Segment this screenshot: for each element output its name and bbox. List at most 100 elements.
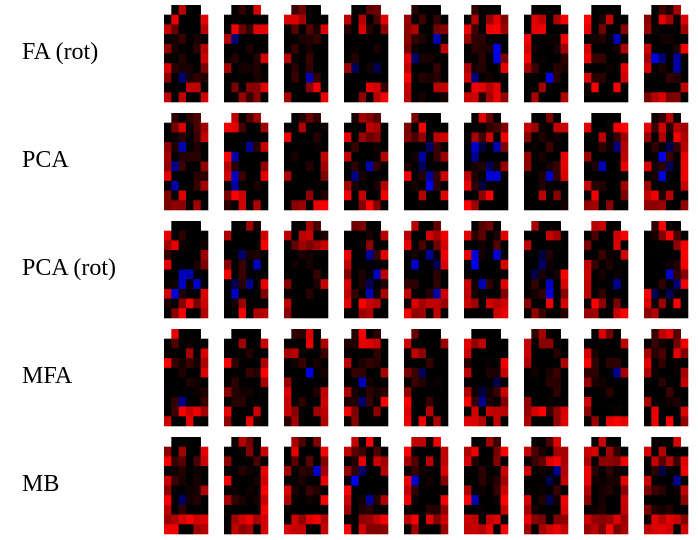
tile-pixel	[591, 269, 599, 280]
tile-pixel	[433, 240, 441, 251]
tile-pixel	[493, 338, 501, 349]
tile-pixel	[291, 53, 299, 64]
tile-pixel	[666, 63, 674, 74]
tile-pixel	[164, 151, 172, 162]
tile-pixel	[186, 240, 194, 251]
tile-pixel	[584, 24, 592, 35]
tile-pixel	[433, 456, 441, 467]
tile-pixel	[666, 377, 674, 388]
tile-pixel	[260, 485, 269, 496]
tile-pixel	[524, 43, 532, 54]
tile-pixel	[658, 151, 667, 162]
tile-pixel	[291, 377, 299, 388]
tile-pixel	[373, 396, 381, 407]
tile-pixel	[418, 446, 427, 457]
tile-pixel	[418, 53, 427, 64]
tile-pixel	[193, 113, 201, 123]
tile-pixel	[666, 221, 674, 231]
tile-pixel	[171, 43, 179, 54]
tile-pixel	[591, 190, 599, 201]
tile-pixel	[651, 34, 659, 45]
tile-pixel	[373, 279, 381, 290]
tile-pixel	[200, 132, 209, 143]
tile-pixel	[373, 495, 381, 506]
tile-pixel	[253, 367, 261, 378]
tile-pixel	[380, 308, 389, 319]
tile-pixel	[464, 269, 472, 280]
tile-pixel	[373, 358, 381, 369]
tile-pixel	[493, 504, 501, 515]
tile-pixel	[291, 348, 299, 359]
tile-pixel	[291, 338, 299, 349]
tile-pixel	[178, 122, 187, 133]
tile-pixel	[584, 504, 592, 515]
tile-pixel	[291, 456, 299, 467]
tile-pixel	[531, 504, 539, 515]
tile-pixel	[186, 24, 194, 35]
tile-pixel	[538, 53, 547, 64]
tile-pixel	[464, 279, 472, 290]
tile-pixel	[538, 63, 547, 74]
tile-pixel	[651, 259, 659, 270]
tile-pixel	[613, 180, 621, 191]
tile-pixel	[306, 329, 314, 339]
tile-pixel	[260, 338, 269, 349]
tile-pixel	[658, 200, 667, 211]
tile-pixel	[200, 358, 209, 369]
tile-pixel	[193, 53, 201, 64]
tile-pixel	[366, 514, 374, 525]
tile-pixel	[246, 230, 254, 241]
tile-pixel	[238, 230, 247, 241]
tile-pixel	[178, 161, 187, 172]
tile-pixel	[658, 82, 667, 93]
tile-pixel	[546, 240, 554, 251]
tile-pixel	[171, 288, 179, 299]
tile-pixel	[538, 161, 547, 172]
tile-pixel	[366, 377, 374, 388]
tile-pixel	[186, 329, 194, 339]
tile-pixel	[464, 63, 472, 74]
tile-pixel	[238, 288, 247, 299]
tile-pixel	[411, 151, 419, 162]
tile-pixel	[613, 171, 621, 182]
tile-pixel	[306, 279, 314, 290]
tile-image	[524, 329, 569, 427]
tile-pixel	[171, 514, 179, 525]
tile-pixel	[404, 396, 412, 407]
tile-pixel	[613, 456, 621, 467]
tile-pixel	[344, 406, 352, 417]
tile-pixel	[531, 221, 539, 231]
tile-pixel	[500, 475, 509, 486]
tile-pixel	[306, 180, 314, 191]
tile-pixel	[186, 151, 194, 162]
tile-pixel	[440, 161, 449, 172]
tile-pixel	[478, 279, 487, 290]
tile-pixel	[500, 34, 509, 45]
tile-pixel	[358, 43, 367, 54]
tile-pixel	[531, 259, 539, 270]
tile-pixel	[186, 437, 194, 447]
tile-pixel	[538, 259, 547, 270]
tile-pixel	[306, 475, 314, 486]
tile-pixel	[246, 259, 254, 270]
tile-pixel	[164, 14, 172, 25]
tile-pixel	[613, 132, 621, 143]
tile-pixel	[486, 495, 494, 506]
tile-pixel	[298, 329, 307, 339]
tile-pixel	[426, 250, 434, 261]
tile-pixel	[598, 437, 607, 447]
tile-pixel	[560, 200, 569, 211]
tile-pixel	[411, 288, 419, 299]
tile-pixel	[464, 504, 472, 515]
tile-pixel	[246, 308, 254, 319]
tile-pixel	[231, 171, 239, 182]
tile-pixel	[620, 43, 629, 54]
tile-pixel	[344, 82, 352, 93]
tile-pixel	[644, 14, 652, 25]
tile-pixel	[546, 456, 554, 467]
tile-pixel	[238, 190, 247, 201]
tile-pixel	[366, 53, 374, 64]
tile-pixel	[404, 122, 412, 133]
tile-pixel	[246, 34, 254, 45]
tile-pixel	[284, 269, 292, 280]
